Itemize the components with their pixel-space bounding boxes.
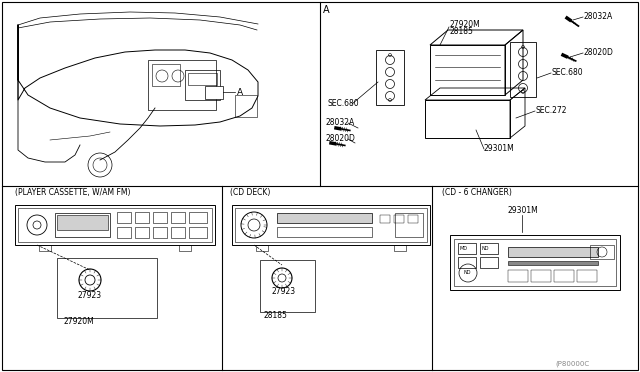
Bar bbox=[277, 213, 372, 223]
Bar bbox=[277, 227, 372, 237]
Bar bbox=[189, 227, 207, 238]
Text: 27923: 27923 bbox=[272, 288, 296, 296]
Bar bbox=[153, 212, 167, 223]
Text: 28032A: 28032A bbox=[584, 12, 613, 20]
Bar bbox=[458, 257, 476, 268]
Text: (PLAYER CASSETTE, W/AM FM): (PLAYER CASSETTE, W/AM FM) bbox=[15, 187, 131, 196]
Bar bbox=[232, 205, 430, 245]
Bar bbox=[260, 260, 315, 312]
Bar bbox=[18, 208, 212, 242]
Bar bbox=[376, 50, 404, 105]
Bar bbox=[430, 45, 505, 95]
Text: 28032A: 28032A bbox=[325, 118, 355, 126]
Text: ND: ND bbox=[481, 247, 488, 251]
Bar bbox=[153, 227, 167, 238]
Bar bbox=[554, 270, 574, 282]
Bar bbox=[408, 215, 418, 223]
Bar bbox=[235, 95, 257, 117]
Bar bbox=[394, 215, 404, 223]
Bar bbox=[135, 227, 149, 238]
Bar bbox=[57, 258, 157, 318]
Bar bbox=[185, 70, 220, 100]
Text: A: A bbox=[237, 87, 243, 96]
Bar bbox=[508, 261, 598, 265]
Bar bbox=[256, 245, 268, 251]
Text: ND: ND bbox=[463, 270, 470, 276]
Bar bbox=[135, 212, 149, 223]
Text: 27923: 27923 bbox=[78, 291, 102, 299]
Bar bbox=[148, 60, 216, 110]
Bar bbox=[205, 86, 223, 99]
Bar bbox=[480, 257, 498, 268]
Bar bbox=[450, 235, 620, 290]
Bar bbox=[531, 270, 551, 282]
Bar bbox=[510, 42, 536, 97]
Bar bbox=[117, 227, 131, 238]
Text: SEC.680: SEC.680 bbox=[328, 99, 360, 108]
Text: MD: MD bbox=[459, 247, 467, 251]
Bar bbox=[57, 215, 108, 230]
Bar bbox=[395, 213, 423, 237]
Bar bbox=[235, 208, 427, 242]
Text: 28020D: 28020D bbox=[584, 48, 614, 57]
Bar bbox=[577, 270, 597, 282]
Bar bbox=[189, 212, 207, 223]
Bar bbox=[508, 247, 598, 257]
Bar bbox=[117, 212, 131, 223]
Bar bbox=[458, 243, 476, 254]
Text: SEC.272: SEC.272 bbox=[536, 106, 568, 115]
Text: SEC.680: SEC.680 bbox=[552, 67, 584, 77]
Bar bbox=[380, 215, 390, 223]
Bar bbox=[425, 100, 510, 138]
Text: 28020D: 28020D bbox=[325, 134, 355, 142]
Bar bbox=[171, 212, 185, 223]
Bar bbox=[590, 245, 614, 259]
Text: 27920M: 27920M bbox=[449, 19, 480, 29]
Bar bbox=[394, 245, 406, 251]
Bar bbox=[171, 227, 185, 238]
Bar bbox=[188, 73, 217, 85]
Bar bbox=[152, 64, 180, 86]
Bar bbox=[454, 239, 616, 286]
Bar bbox=[39, 245, 51, 251]
Bar bbox=[15, 205, 215, 245]
Bar bbox=[480, 243, 498, 254]
Bar bbox=[508, 270, 528, 282]
Text: A: A bbox=[323, 5, 330, 15]
Text: (CD DECK): (CD DECK) bbox=[230, 187, 270, 196]
Bar bbox=[55, 213, 110, 237]
Text: 29301M: 29301M bbox=[507, 205, 538, 215]
Text: 29301M: 29301M bbox=[484, 144, 515, 153]
Text: 28185: 28185 bbox=[449, 26, 473, 35]
Text: (P80000C: (P80000C bbox=[555, 361, 589, 367]
Bar bbox=[179, 245, 191, 251]
Text: (CD - 6 CHANGER): (CD - 6 CHANGER) bbox=[442, 187, 512, 196]
Text: 27920M: 27920M bbox=[63, 317, 93, 327]
Text: 28185: 28185 bbox=[264, 311, 288, 321]
